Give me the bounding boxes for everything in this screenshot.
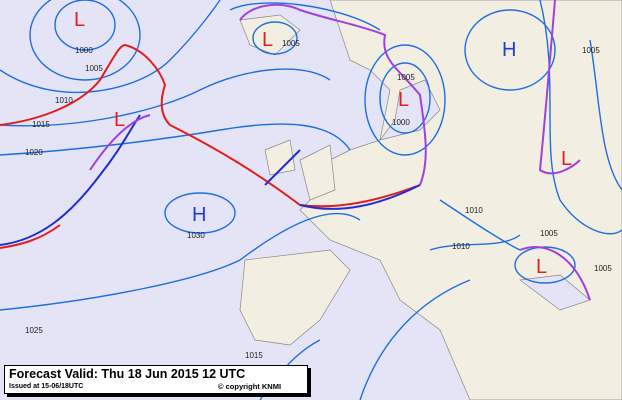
isobar-label: 1025 bbox=[25, 326, 43, 335]
warm-front-atlantic bbox=[0, 224, 61, 249]
cold-front-atlantic bbox=[0, 114, 141, 246]
isobar-label: 1010 bbox=[465, 206, 483, 215]
isobar-label: 1020 bbox=[25, 148, 43, 157]
occlusion-scandinavia bbox=[239, 3, 427, 186]
low-center: L bbox=[536, 256, 547, 278]
issued-time: Issued at 15-06/18UTC bbox=[9, 383, 84, 390]
occlusion-greece bbox=[519, 246, 591, 301]
isobar-label: 1005 bbox=[540, 229, 558, 238]
forecast-caption: Forecast Valid: Thu 18 Jun 2015 12 UTC I… bbox=[4, 365, 308, 394]
isobar-label: 1005 bbox=[397, 73, 415, 82]
land bbox=[239, 0, 622, 400]
isobar-label: 1005 bbox=[85, 64, 103, 73]
isobar-label: 1015 bbox=[32, 120, 50, 129]
isobar-label: 1015 bbox=[245, 351, 263, 360]
isobar-label: 1010 bbox=[55, 96, 73, 105]
low-center: L bbox=[114, 109, 125, 131]
fronts bbox=[0, 0, 591, 301]
isobar-label: 1000 bbox=[75, 46, 93, 55]
cold-front-ireland bbox=[264, 149, 301, 186]
isobar-label: 1000 bbox=[392, 118, 410, 127]
forecast-valid-title: Forecast Valid: Thu 18 Jun 2015 12 UTC bbox=[9, 367, 246, 381]
warm-front bbox=[0, 43, 421, 208]
low-center: L bbox=[561, 148, 572, 170]
isobar-label: 1005 bbox=[582, 46, 600, 55]
occlusion-atlantic bbox=[89, 114, 151, 171]
pressure-centers: L L H L L H L L bbox=[74, 9, 572, 278]
isobar-label: 1005 bbox=[282, 39, 300, 48]
isobar-label: 1005 bbox=[594, 264, 612, 273]
isobar-label: 1010 bbox=[452, 242, 470, 251]
high-center: H bbox=[502, 39, 516, 61]
high-center: H bbox=[192, 204, 206, 226]
occlusion-east bbox=[538, 0, 581, 175]
isobar-label: 1030 bbox=[187, 231, 205, 240]
cold-front-europe bbox=[299, 184, 421, 210]
copyright: © copyright KNMI bbox=[218, 382, 282, 391]
low-center: L bbox=[262, 29, 273, 51]
isobar-labels: 1000 1005 1010 1015 1020 1030 1025 1005 … bbox=[25, 39, 612, 360]
low-center: L bbox=[398, 89, 409, 111]
low-center: L bbox=[74, 9, 85, 31]
